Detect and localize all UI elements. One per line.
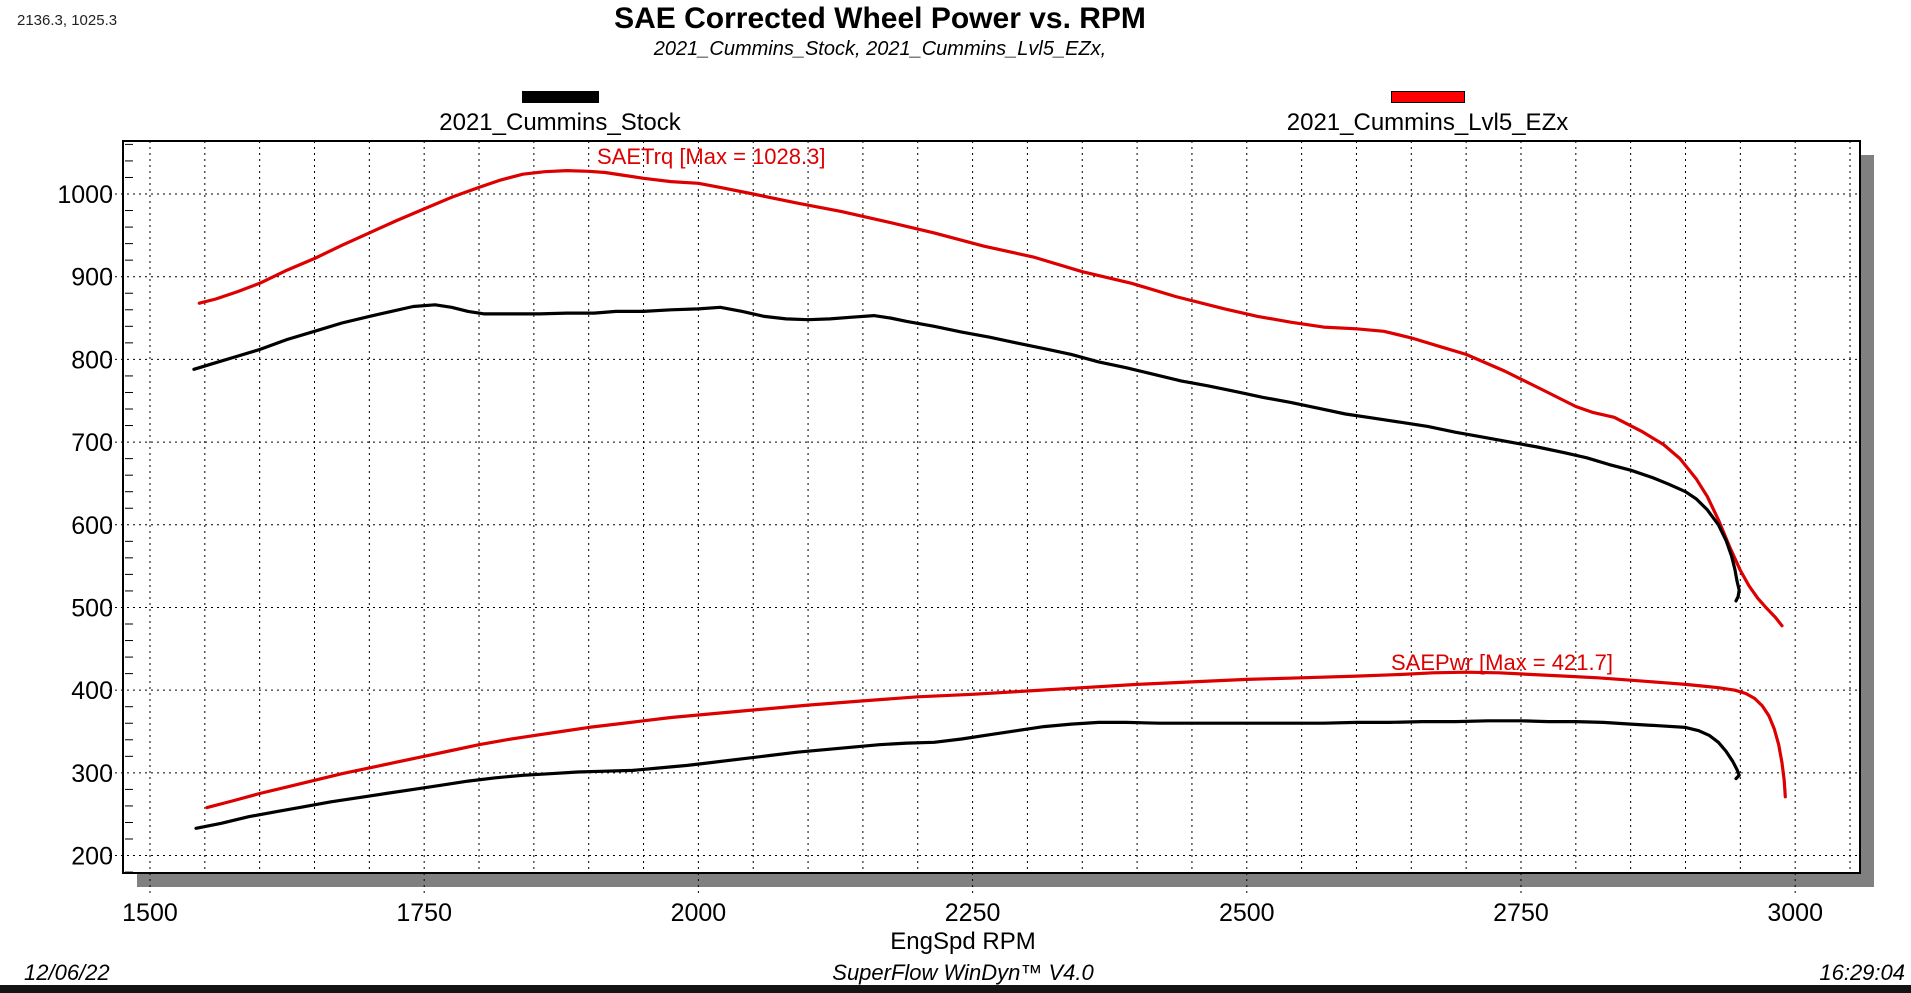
y-tick-label: 400: [71, 677, 113, 705]
y-tick-label: 600: [71, 512, 113, 540]
legend-label-lvl5: 2021_Cummins_Lvl5_EZx: [1286, 109, 1569, 136]
x-tick-label: 3000: [1767, 899, 1823, 927]
legend-swatch-lvl5-icon: [1390, 91, 1465, 103]
curve-saepwr-2021-cummins-lvl5-ezx: [205, 670, 1787, 810]
y-tick-label: 500: [71, 594, 113, 622]
y-tick-label: 1000: [57, 181, 113, 209]
page-title: SAE Corrected Wheel Power vs. RPM: [614, 2, 1146, 35]
footer-date: 12/06/22: [24, 960, 110, 985]
annotation-saetrq-max: SAETrq [Max = 1028.3]: [597, 144, 826, 169]
cursor-position-readout: 2136.3, 1025.3: [17, 12, 118, 29]
x-axis-title: EngSpd RPM: [890, 928, 1036, 955]
footer-app-name: SuperFlow WinDyn™ V4.0: [832, 960, 1094, 985]
page-subtitle: 2021_Cummins_Stock, 2021_Cummins_Lvl5_EZ…: [653, 38, 1107, 60]
bottom-bar: [0, 985, 1911, 993]
legend-label-stock: 2021_Cummins_Stock: [439, 109, 681, 136]
x-tick-label: 2750: [1493, 899, 1549, 927]
x-tick-label: 2000: [671, 899, 727, 927]
legend-item-stock[interactable]: 2021_Cummins_Stock: [430, 91, 690, 137]
curve-saepwr-2021-cummins-stock: [194, 719, 1741, 830]
y-tick-label: 900: [71, 264, 113, 292]
y-tick-label: 300: [71, 760, 113, 788]
x-tick-label: 2500: [1219, 899, 1275, 927]
footer-time: 16:29:04: [1819, 960, 1905, 985]
legend-swatch-stock-icon: [521, 91, 599, 103]
x-tick-label: 1750: [396, 899, 452, 927]
legend-item-lvl5[interactable]: 2021_Cummins_Lvl5_EZx: [1280, 91, 1575, 137]
x-tick-label: 1500: [122, 899, 178, 927]
plot-frame: [122, 140, 1861, 874]
annotation-saepwr-max: SAEPwr [Max = 421.7]: [1391, 650, 1613, 675]
y-tick-label: 800: [71, 346, 113, 374]
curve-saetrq-2021-cummins-lvl5-ezx: [197, 169, 1784, 628]
x-tick-label: 2250: [945, 899, 1001, 927]
plot-area[interactable]: [123, 141, 1860, 873]
y-tick-label: 200: [71, 843, 113, 871]
y-tick-label: 700: [71, 429, 113, 457]
curve-saetrq-2021-cummins-stock: [192, 303, 1741, 603]
